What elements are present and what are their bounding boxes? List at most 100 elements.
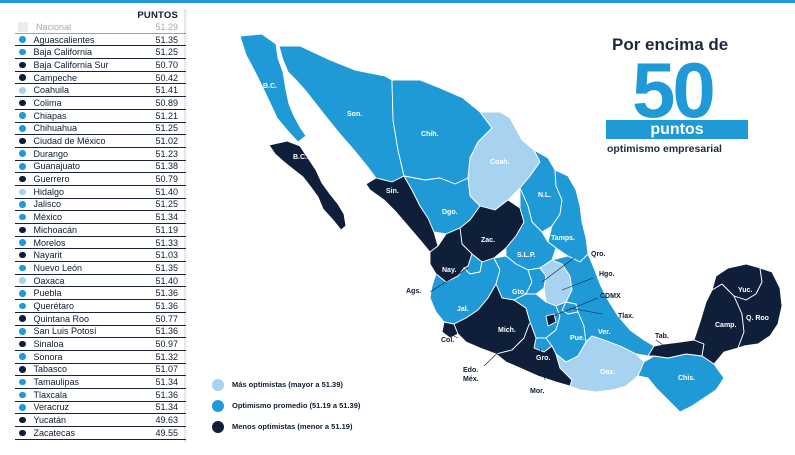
label-tlax: Tlax. <box>618 313 634 320</box>
group-dot-icon <box>19 404 26 411</box>
state-name: Nuevo León <box>33 262 83 273</box>
group-dot-icon <box>19 112 26 119</box>
state-score: 50.79 <box>155 174 178 185</box>
table-row: Guerrero 50.79 <box>15 173 186 186</box>
state-name: Ciudad de México <box>33 136 106 147</box>
points-column-header: PUNTOS <box>137 10 178 21</box>
state-score: 51.35 <box>155 34 178 45</box>
table-row: Hidalgo 51.40 <box>15 186 186 199</box>
group-dot-icon <box>19 353 26 360</box>
table-row: Oaxaca 51.40 <box>15 275 186 288</box>
table-row: Nayarit 51.03 <box>15 249 186 263</box>
group-dot-icon <box>19 175 26 183</box>
table-row: Aguascalientes 51.35 <box>15 34 186 47</box>
state-score: 51.36 <box>155 326 178 337</box>
table-row: Tamaulipas 51.34 <box>15 376 186 389</box>
state-score: 50.77 <box>155 313 178 324</box>
state-name: Sinaloa <box>33 339 64 350</box>
group-dot-icon <box>19 74 26 81</box>
label-chis: Chis. <box>678 375 695 382</box>
table-header: PUNTOS <box>15 9 186 21</box>
table-row: Tlaxcala 51.36 <box>15 389 186 402</box>
state-score: 51.03 <box>155 250 178 261</box>
label-ver: Ver. <box>598 329 611 336</box>
state-name: Michoacán <box>33 224 78 235</box>
group-dot-icon <box>19 188 26 196</box>
state-name: Morelos <box>33 237 66 248</box>
table-row: Zacatecas 49.55 <box>15 427 186 440</box>
group-dot-icon <box>19 213 26 221</box>
label-zac: Zac. <box>481 237 495 244</box>
table-row: Colima 50.89 <box>15 97 186 110</box>
group-dot-icon <box>19 315 26 322</box>
label-tab: Tab. <box>655 333 669 340</box>
state-name: Baja California <box>33 47 93 58</box>
group-dot-icon <box>19 391 26 399</box>
table-row: Nacional 51.29 <box>15 21 186 34</box>
group-dot-icon <box>19 226 26 234</box>
label-hgo: Hgo. <box>599 271 615 278</box>
table-row: Baja California 51.25 <box>15 46 186 60</box>
state-score: 51.25 <box>155 123 178 134</box>
table-row: Chiapas 51.21 <box>15 110 186 123</box>
state-name: Durango <box>33 148 69 159</box>
label-qro: Qro. <box>591 251 605 258</box>
table-row: Sonora 51.32 <box>15 351 186 364</box>
legend-item: Más optimistas (mayor a 51.39) <box>212 374 360 395</box>
state-score: 51.07 <box>155 364 178 375</box>
group-dot-icon <box>19 201 26 208</box>
top-accent-line <box>0 0 795 3</box>
state-score: 51.29 <box>155 21 178 32</box>
label-pue: Pue. <box>570 335 585 342</box>
group-dot-icon <box>19 125 26 132</box>
state-name: Puebla <box>33 288 62 299</box>
state-score: 51.36 <box>155 300 178 311</box>
state-name: Tlaxcala <box>33 389 68 400</box>
group-dot-icon <box>19 277 26 284</box>
state-name: Guanajuato <box>33 161 81 172</box>
table-row: San Luis Potosí 51.36 <box>15 326 186 339</box>
group-dot-icon <box>19 99 26 107</box>
state-score: 51.21 <box>155 110 178 121</box>
table-row: Ciudad de México 51.02 <box>15 135 186 148</box>
state-score: 51.25 <box>155 199 178 210</box>
group-dot-icon <box>19 36 26 43</box>
state-name: Nayarit <box>33 250 63 261</box>
group-dot-icon <box>19 290 26 297</box>
state-score: 51.23 <box>155 148 178 159</box>
region-baja-california <box>239 33 307 143</box>
state-name: Guerrero <box>33 174 70 185</box>
state-name: Campeche <box>33 72 78 83</box>
state-score: 51.35 <box>155 262 178 273</box>
label-mor: Mor. <box>530 388 544 395</box>
group-dot-icon <box>19 302 26 310</box>
state-name: Hidalgo <box>33 186 65 197</box>
label-qroo: Q. Roo <box>746 315 769 322</box>
group-dot-icon <box>19 137 26 145</box>
legend-dot-icon <box>212 420 224 433</box>
headline-bottom: optimismo empresarial <box>607 143 722 155</box>
state-score: 50.97 <box>155 339 178 350</box>
table-row: Chihuahua 51.25 <box>15 123 186 136</box>
state-score: 50.89 <box>155 97 178 108</box>
state-score: 51.40 <box>155 186 178 197</box>
legend-dot-icon <box>212 378 224 391</box>
group-dot-icon <box>19 366 26 373</box>
table-row: Campeche 50.42 <box>15 72 186 85</box>
state-name: México <box>33 212 63 223</box>
state-name: Aguascalientes <box>33 34 95 45</box>
label-cdmx: CDMX <box>600 293 621 300</box>
region-quintana-roo <box>733 267 783 349</box>
label-bcs: B.C.S. <box>293 154 314 161</box>
group-dot-icon <box>19 239 26 246</box>
state-score: 49.55 <box>155 427 178 438</box>
state-score: 51.36 <box>155 288 178 299</box>
state-score: 51.02 <box>155 136 178 147</box>
group-dot-icon <box>19 48 26 56</box>
label-edomex-1: Edo. <box>463 367 478 374</box>
group-dot-icon <box>19 150 26 157</box>
state-name: San Luis Potosí <box>33 326 97 337</box>
state-name: Querétaro <box>33 300 75 311</box>
label-col: Col. <box>441 337 454 344</box>
